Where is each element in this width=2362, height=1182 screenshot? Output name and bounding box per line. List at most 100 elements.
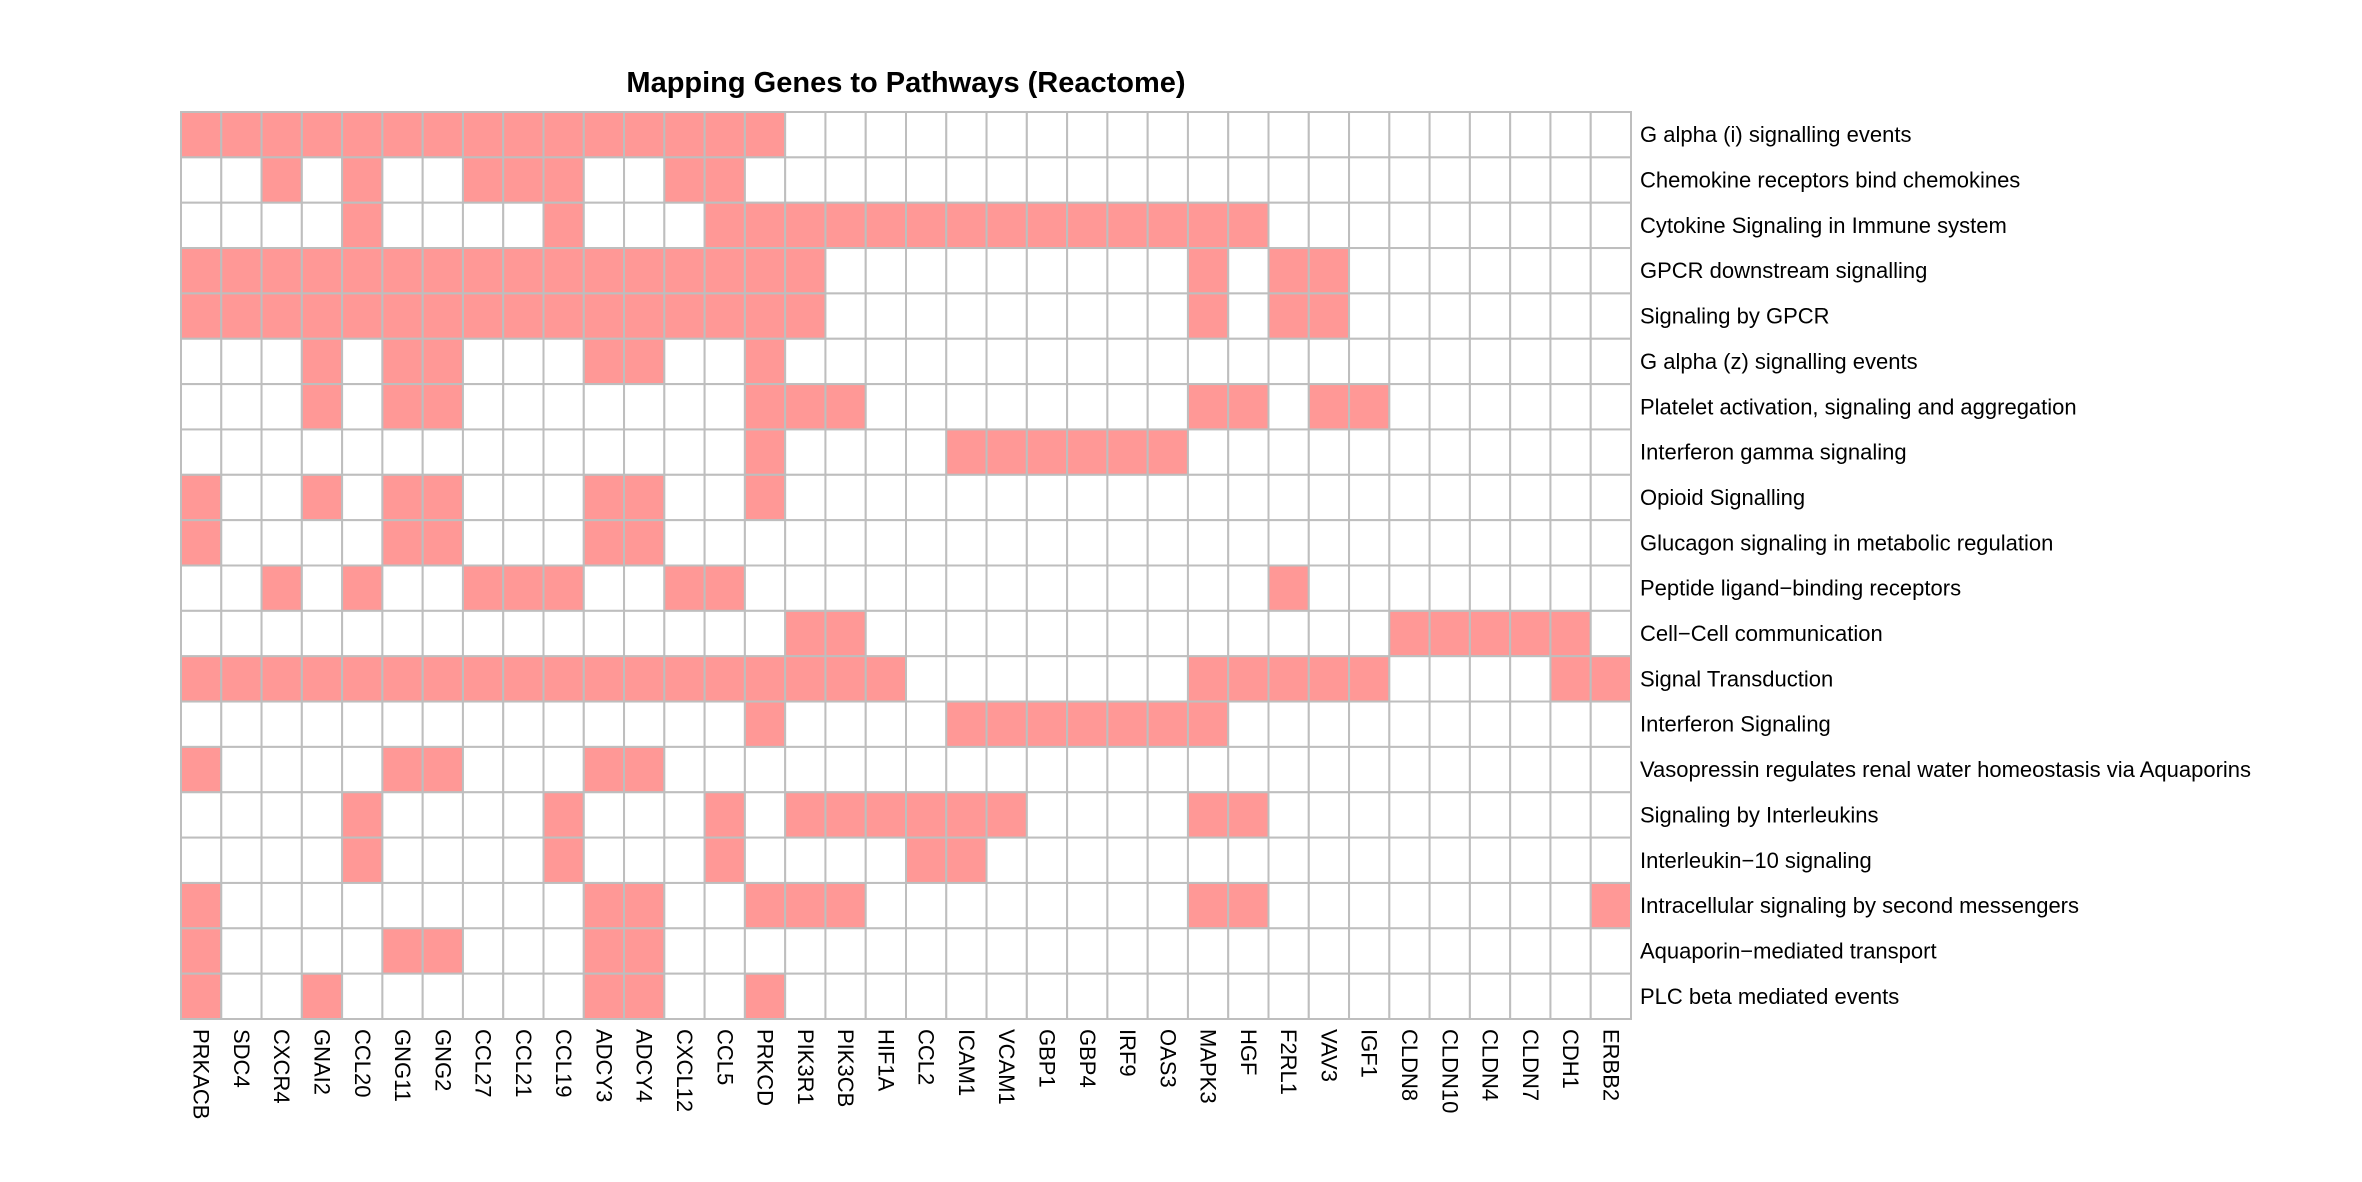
heatmap-cell (220, 111, 263, 159)
heatmap-cell (1348, 156, 1391, 204)
heatmap-cell (381, 428, 424, 476)
heatmap-cell (1227, 791, 1270, 839)
heatmap-cell (1267, 881, 1310, 930)
heatmap-cell (1307, 836, 1351, 884)
heatmap-cell (421, 383, 464, 431)
heatmap-cell (1186, 655, 1230, 703)
heatmap-cell (260, 564, 303, 612)
heatmap-cell (1468, 927, 1512, 975)
heatmap-cell (542, 564, 585, 612)
heatmap-cell (784, 519, 827, 567)
column-label: CLDN7 (1518, 1029, 1543, 1101)
heatmap-cell (421, 519, 464, 567)
heatmap-cell (1025, 745, 1069, 794)
heatmap-cell (703, 111, 746, 159)
heatmap-cell (1066, 156, 1109, 204)
heatmap-cell (421, 609, 464, 658)
column-label: GBP1 (1034, 1029, 1059, 1088)
heatmap-cell (421, 111, 464, 159)
heatmap-cell (1227, 292, 1270, 340)
heatmap-cell (703, 564, 746, 612)
heatmap-cell (461, 519, 505, 567)
heatmap-cell (1186, 745, 1230, 794)
heatmap-cell (341, 428, 384, 476)
heatmap-cell (542, 292, 585, 340)
heatmap-cell (1388, 383, 1431, 431)
heatmap-cell (381, 836, 424, 884)
heatmap-cell (461, 564, 505, 612)
column-label: SDC4 (229, 1029, 254, 1088)
heatmap-cell (1227, 927, 1270, 975)
heatmap-cell (300, 972, 344, 1021)
heatmap-cell (1267, 791, 1310, 839)
heatmap-cell (623, 111, 666, 159)
heatmap-cell (703, 927, 746, 975)
heatmap-cell (1025, 791, 1069, 839)
heatmap-cell (1146, 428, 1189, 476)
heatmap-cell (784, 564, 827, 612)
heatmap-cell (1186, 201, 1230, 250)
heatmap-cell (824, 156, 867, 204)
heatmap-cell (623, 745, 666, 794)
heatmap-cell (341, 337, 384, 386)
heatmap-cell (1025, 156, 1069, 204)
heatmap-cell (1106, 836, 1149, 884)
heatmap-cell (582, 428, 626, 476)
heatmap-cell (582, 836, 626, 884)
heatmap-cell (1509, 655, 1552, 703)
heatmap-cell (1146, 791, 1189, 839)
heatmap-cell (582, 972, 626, 1021)
heatmap-cell (1348, 111, 1391, 159)
heatmap-cell (1066, 111, 1109, 159)
heatmap-cell (1348, 655, 1391, 703)
heatmap-cell (542, 201, 585, 250)
row-label: G alpha (z) signalling events (1640, 349, 1918, 374)
heatmap-cell (784, 655, 827, 703)
heatmap-cell (1589, 655, 1632, 703)
heatmap-cell (1589, 473, 1632, 522)
heatmap-cell (663, 428, 706, 476)
heatmap-cell (905, 881, 948, 930)
heatmap-cell (421, 428, 464, 476)
heatmap-cell (1388, 881, 1431, 930)
heatmap-cell (461, 609, 505, 658)
heatmap-cell (1267, 428, 1310, 476)
row-label: Signaling by Interleukins (1640, 802, 1878, 827)
heatmap-cell (945, 111, 988, 159)
heatmap-cell (985, 836, 1028, 884)
heatmap-cell (381, 473, 424, 522)
heatmap-cell (1549, 745, 1592, 794)
heatmap-cell (1509, 519, 1552, 567)
heatmap-cell (1307, 791, 1351, 839)
heatmap-cell (260, 156, 303, 204)
heatmap-cell (1468, 473, 1512, 522)
heatmap-cell (743, 111, 787, 159)
heatmap-cell (381, 655, 424, 703)
heatmap-cell (1509, 201, 1552, 250)
heatmap-cell (1468, 791, 1512, 839)
heatmap-cell (341, 609, 384, 658)
heatmap-cell (824, 791, 867, 839)
heatmap-cell (341, 292, 384, 340)
heatmap-cell (1549, 655, 1592, 703)
heatmap-cell (502, 111, 545, 159)
heatmap-cell (945, 655, 988, 703)
heatmap-cell (300, 609, 344, 658)
heatmap-cell (1509, 111, 1552, 159)
heatmap-cell (341, 927, 384, 975)
heatmap-cell (461, 337, 505, 386)
heatmap-cell (220, 881, 263, 930)
heatmap-cell (1267, 473, 1310, 522)
heatmap-cell (1106, 791, 1149, 839)
heatmap-cell (905, 473, 948, 522)
heatmap-cell (1509, 156, 1552, 204)
heatmap-cell (381, 201, 424, 250)
heatmap-cell (623, 519, 666, 567)
heatmap-cell (864, 655, 908, 703)
heatmap-cell (1106, 519, 1149, 567)
row-label: Interferon gamma signaling (1640, 440, 1907, 465)
heatmap-cell (381, 111, 424, 159)
heatmap-cell (945, 972, 988, 1021)
heatmap-cell (341, 111, 384, 159)
heatmap-cell (542, 609, 585, 658)
